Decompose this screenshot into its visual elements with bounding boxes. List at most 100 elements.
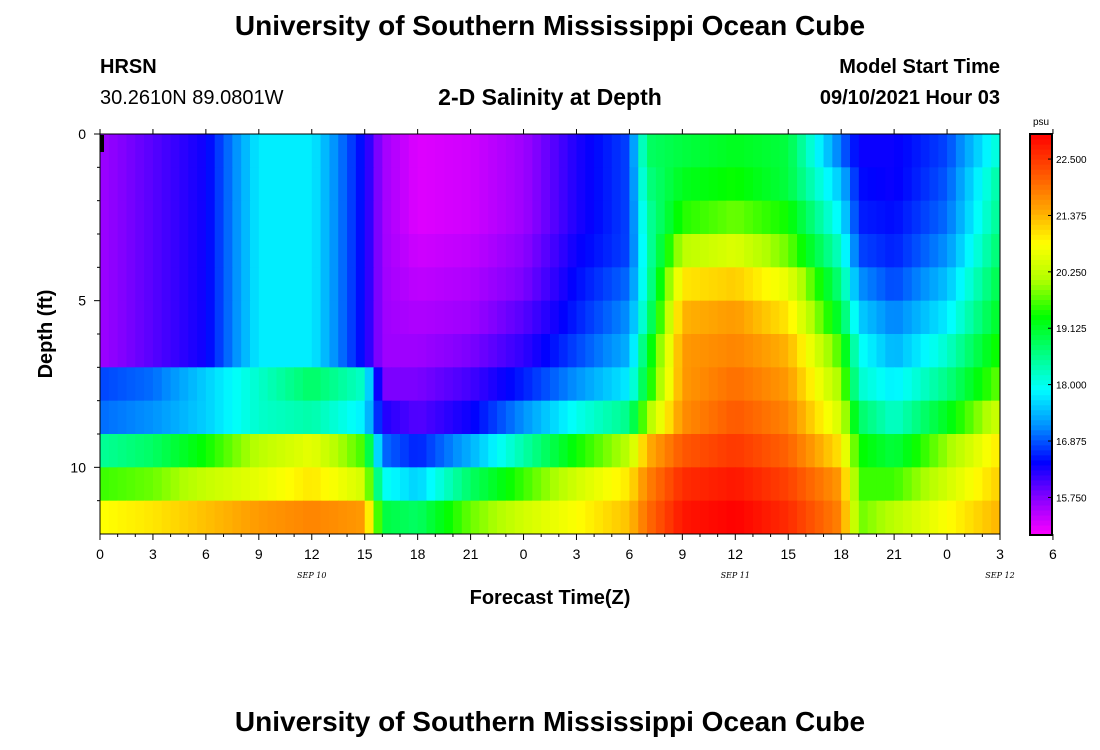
heatmap-cell xyxy=(152,500,163,534)
heatmap-cell xyxy=(602,467,613,502)
heatmap-cell xyxy=(523,400,533,435)
heatmap-cell xyxy=(629,367,639,402)
heatmap-cell xyxy=(752,434,763,468)
heatmap-cell xyxy=(814,467,825,502)
heatmap-cell xyxy=(505,500,516,534)
colorbar-label: 19.125 xyxy=(1056,324,1087,335)
heatmap-cell xyxy=(805,134,816,168)
heatmap-cell xyxy=(417,300,428,335)
colorbar-segment xyxy=(1030,464,1052,471)
heatmap-cell xyxy=(735,467,745,502)
heatmap-cell xyxy=(541,500,551,534)
heatmap-cell xyxy=(302,267,313,302)
colorbar-segment xyxy=(1030,304,1052,311)
heatmap-cell xyxy=(920,400,931,435)
heatmap-cell xyxy=(461,500,472,534)
heatmap-cell xyxy=(241,500,251,534)
heatmap-cell xyxy=(214,400,225,435)
heatmap-cell xyxy=(479,234,489,268)
colorbar-segment xyxy=(1030,329,1052,336)
heatmap-cell xyxy=(920,467,931,502)
heatmap-cell xyxy=(885,200,895,235)
heatmap-cell xyxy=(885,367,895,402)
heatmap-cell xyxy=(161,267,172,302)
heatmap-cell xyxy=(108,467,119,502)
heatmap-cell xyxy=(355,467,366,502)
heatmap-cell xyxy=(347,367,357,402)
heatmap-cell xyxy=(408,200,419,235)
colorbar-segment xyxy=(1030,484,1052,491)
colorbar-segment xyxy=(1030,429,1052,436)
heatmap-cell xyxy=(558,267,569,302)
heatmap-cell xyxy=(752,234,763,268)
heatmap-cell xyxy=(611,467,622,502)
heatmap-cell xyxy=(779,434,789,468)
heatmap-cell xyxy=(400,467,410,502)
colorbar-segment xyxy=(1030,404,1052,411)
heatmap-cell xyxy=(250,134,260,168)
heatmap-cell xyxy=(876,400,886,435)
colorbar-segment xyxy=(1030,364,1052,371)
heatmap-cell xyxy=(982,334,992,368)
heatmap-cell xyxy=(161,467,172,502)
heatmap-cell xyxy=(779,467,789,502)
colorbar-segment xyxy=(1030,394,1052,401)
heatmap-cell xyxy=(991,167,1000,202)
heatmap-cell xyxy=(479,400,489,435)
date-label: SEP 10 xyxy=(297,571,326,580)
heatmap-cell xyxy=(461,434,472,468)
heatmap-cell xyxy=(629,467,639,502)
heatmap-cell xyxy=(452,500,463,534)
heatmap-cell xyxy=(197,467,207,502)
heatmap-cell xyxy=(294,267,304,302)
heatmap-cell xyxy=(488,334,498,368)
heatmap-cell xyxy=(497,434,507,468)
heatmap-cell xyxy=(955,234,966,268)
heatmap-cell xyxy=(938,167,948,202)
colorbar-segment xyxy=(1030,339,1052,346)
colorbar-segment xyxy=(1030,369,1052,376)
heatmap-cell xyxy=(770,134,781,168)
heatmap-cell xyxy=(867,234,878,268)
x-tick-label: 18 xyxy=(833,546,849,562)
heatmap-cell xyxy=(611,400,622,435)
colorbar-segment xyxy=(1030,219,1052,225)
x-tick-label: 0 xyxy=(520,546,528,562)
heatmap-cell xyxy=(576,434,586,468)
heatmap-cell xyxy=(752,167,763,202)
heatmap-cell xyxy=(505,234,516,268)
heatmap-cell xyxy=(576,234,586,268)
heatmap-cell xyxy=(717,334,728,368)
heatmap-cell xyxy=(964,334,975,368)
heatmap-cell xyxy=(197,334,207,368)
heatmap-cell xyxy=(850,334,860,368)
heatmap-cell xyxy=(991,500,1000,534)
heatmap-cell xyxy=(735,300,745,335)
heatmap-cell xyxy=(514,234,525,268)
heatmap-cell xyxy=(682,167,692,202)
heatmap-cell xyxy=(444,400,454,435)
heatmap-cell xyxy=(179,467,189,502)
heatmap-cell xyxy=(550,267,560,302)
heatmap-cell xyxy=(832,400,842,435)
heatmap-cell xyxy=(700,434,710,468)
heatmap-cell xyxy=(338,300,348,335)
heatmap-cell xyxy=(602,334,613,368)
heatmap-cell xyxy=(355,267,366,302)
heatmap-cell xyxy=(267,200,278,235)
colorbar-label: 21.375 xyxy=(1056,211,1087,222)
x-tick-label: 3 xyxy=(573,546,581,562)
heatmap-cell xyxy=(435,167,445,202)
heatmap-cell xyxy=(955,200,966,235)
heatmap-cell xyxy=(585,234,595,268)
heatmap-cell xyxy=(532,167,542,202)
heatmap-cell xyxy=(850,434,860,468)
heatmap-cell xyxy=(744,167,754,202)
heatmap-cell xyxy=(682,467,692,502)
heatmap-cell xyxy=(567,400,578,435)
heatmap-cell xyxy=(761,267,772,302)
heatmap-cell xyxy=(647,334,657,368)
heatmap-cell xyxy=(832,267,842,302)
heatmap-cell xyxy=(144,167,154,202)
heatmap-cell xyxy=(188,500,198,534)
